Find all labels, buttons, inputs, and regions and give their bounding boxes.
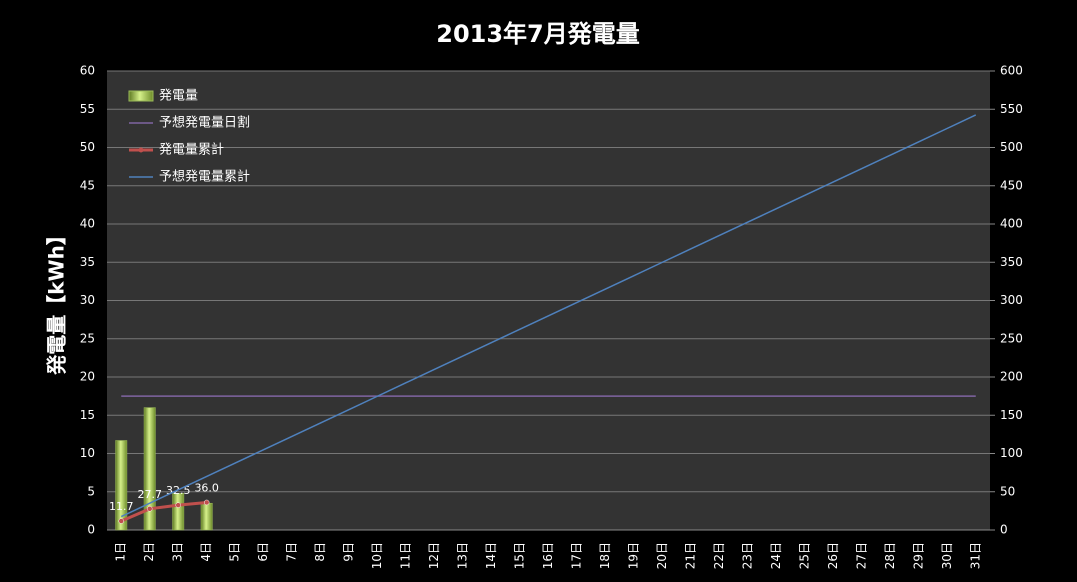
y2-tick-label: 50 xyxy=(1000,484,1015,498)
x-tick-label: 6日 xyxy=(256,542,270,562)
x-tick-label: 27日 xyxy=(854,542,868,569)
y2-tick-label: 200 xyxy=(1000,370,1023,384)
y2-tick-label: 250 xyxy=(1000,331,1023,345)
marker xyxy=(175,502,181,508)
y2-tick-label: 150 xyxy=(1000,408,1023,422)
y-tick-label: 30 xyxy=(80,293,95,307)
x-tick-label: 22日 xyxy=(712,542,726,569)
y-tick-label: 5 xyxy=(87,484,95,498)
data-label: 11.7 xyxy=(109,500,134,513)
x-tick-label: 5日 xyxy=(228,542,242,562)
x-tick-label: 3日 xyxy=(171,542,185,562)
y-tick-label: 35 xyxy=(80,255,95,269)
x-tick-label: 24日 xyxy=(769,542,783,569)
x-tick-label: 26日 xyxy=(826,542,840,569)
x-tick-label: 16日 xyxy=(541,542,555,569)
bar xyxy=(115,440,128,531)
x-tick-label: 30日 xyxy=(940,542,954,569)
y-tick-label: 0 xyxy=(87,523,95,537)
y-tick-label: 40 xyxy=(80,217,95,231)
x-tick-label: 31日 xyxy=(968,542,982,569)
y-tick-label: 15 xyxy=(80,408,95,422)
marker xyxy=(203,499,210,506)
y-tick-label: 10 xyxy=(80,446,95,460)
x-tick-label: 12日 xyxy=(427,542,441,569)
y2-tick-label: 0 xyxy=(1000,523,1008,537)
bar xyxy=(172,493,185,531)
x-tick-label: 19日 xyxy=(626,542,640,569)
x-tick-label: 14日 xyxy=(484,542,498,569)
bar xyxy=(143,407,156,531)
y2-tick-label: 550 xyxy=(1000,102,1023,116)
y-tick-label: 50 xyxy=(80,140,95,154)
line xyxy=(120,114,977,518)
data-label: 27.7 xyxy=(137,488,162,501)
y2-tick-label: 450 xyxy=(1000,178,1023,192)
y2-tick-label: 300 xyxy=(1000,293,1023,307)
x-tick-label: 18日 xyxy=(598,542,612,569)
y-tick-label: 45 xyxy=(80,178,95,192)
marker xyxy=(146,506,153,512)
x-tick-label: 2日 xyxy=(142,542,156,562)
legend-label: 発電量 xyxy=(159,89,198,104)
chart-title: 2013年7月発電量 xyxy=(436,20,640,48)
x-tick-label: 29日 xyxy=(911,542,925,569)
bar xyxy=(200,502,213,531)
legend-label: 予想発電量累計 xyxy=(159,169,250,185)
x-tick-label: 10日 xyxy=(370,542,384,569)
y-axis-label: 発電量【kWh】 xyxy=(45,225,69,376)
y-tick-label: 55 xyxy=(80,102,95,116)
legend-label: 発電量累計 xyxy=(159,142,224,158)
legend-marker xyxy=(138,147,144,153)
x-tick-label: 15日 xyxy=(513,542,527,569)
legend-swatch xyxy=(128,90,154,102)
x-tick-label: 13日 xyxy=(456,542,470,569)
x-tick-label: 23日 xyxy=(740,542,754,569)
y-tick-label: 60 xyxy=(80,64,95,78)
x-tick-label: 8日 xyxy=(313,542,327,562)
legend-label: 予想発電量日割 xyxy=(159,115,250,131)
x-tick-label: 21日 xyxy=(683,542,697,569)
x-tick-label: 20日 xyxy=(655,542,669,569)
y2-tick-label: 400 xyxy=(1000,217,1023,231)
y-tick-label: 25 xyxy=(80,331,95,345)
x-tick-label: 17日 xyxy=(569,542,583,569)
y-tick-label: 20 xyxy=(80,370,95,384)
x-tick-label: 11日 xyxy=(399,542,413,569)
x-tick-label: 9日 xyxy=(342,542,356,562)
marker xyxy=(118,518,124,524)
y2-tick-label: 500 xyxy=(1000,140,1023,154)
x-tick-label: 4日 xyxy=(199,542,213,562)
x-tick-label: 1日 xyxy=(114,542,128,562)
line xyxy=(120,500,207,523)
x-tick-label: 7日 xyxy=(285,542,299,562)
x-tick-label: 28日 xyxy=(883,542,897,569)
data-label: 36.0 xyxy=(194,481,219,494)
y2-tick-label: 600 xyxy=(1000,64,1023,78)
x-tick-label: 25日 xyxy=(797,542,811,569)
y2-tick-label: 350 xyxy=(1000,255,1023,269)
y2-tick-label: 100 xyxy=(1000,446,1023,460)
